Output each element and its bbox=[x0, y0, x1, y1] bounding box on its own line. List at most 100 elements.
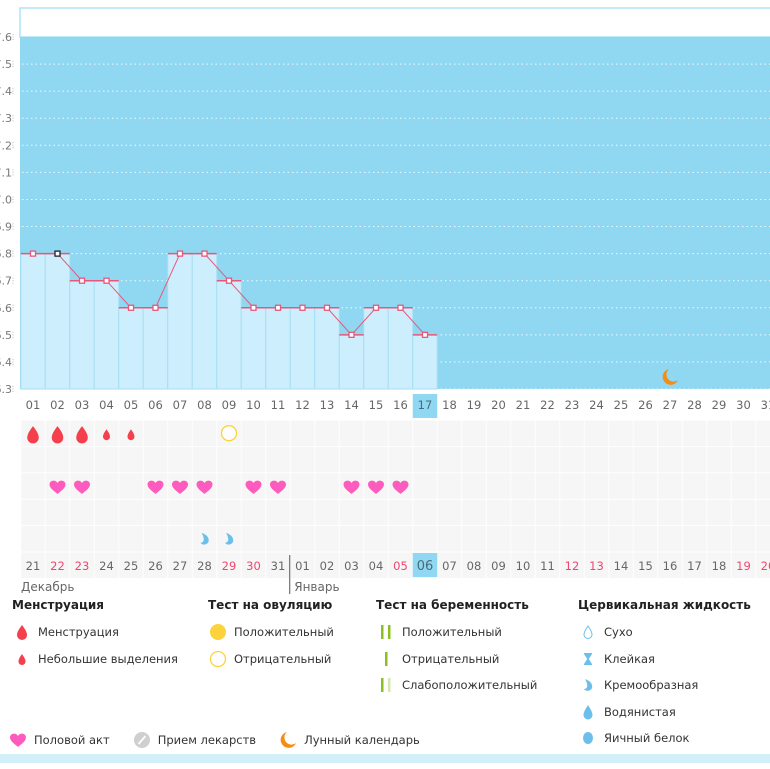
temperature-point bbox=[103, 277, 110, 284]
temperature-point bbox=[127, 304, 135, 311]
blood-drop-icon bbox=[17, 625, 27, 641]
temperature-bar bbox=[363, 307, 389, 390]
event-cell bbox=[511, 473, 535, 499]
event-cell bbox=[609, 420, 633, 446]
cycle-day-label: 27 bbox=[663, 398, 678, 412]
event-cell bbox=[682, 473, 707, 499]
calendar-date-label: 04 bbox=[369, 559, 384, 573]
creamy-icon bbox=[584, 679, 593, 692]
legend-heading: Цервикальная жидкость bbox=[578, 598, 751, 612]
event-cell bbox=[413, 526, 437, 552]
chart-header-area bbox=[19, 7, 770, 38]
event-cell bbox=[584, 420, 609, 446]
event-cell bbox=[682, 552, 707, 578]
pill-icon bbox=[133, 732, 150, 749]
event-cell bbox=[535, 446, 560, 473]
cycle-day-label: 06 bbox=[148, 398, 163, 412]
temperature-bar bbox=[69, 280, 95, 390]
calendar-date-label: 29 bbox=[222, 559, 237, 573]
event-cell bbox=[560, 526, 584, 552]
event-cell bbox=[143, 526, 168, 552]
cycle-day-label: 21 bbox=[516, 398, 531, 412]
cycle-day-label: 08 bbox=[197, 398, 212, 412]
legend-other: Половой акт Прием лекарств Лунный календ… bbox=[8, 727, 442, 754]
temperature-point bbox=[78, 277, 86, 284]
event-cell bbox=[707, 526, 731, 552]
calendar-date-label: 01 bbox=[295, 559, 310, 573]
event-cell bbox=[658, 473, 682, 499]
heart-icon bbox=[392, 480, 409, 494]
event-cell bbox=[241, 446, 266, 473]
event-cell bbox=[290, 499, 315, 526]
calendar-date-label: 05 bbox=[393, 559, 408, 573]
calendar-date-label: 03 bbox=[344, 559, 359, 573]
legend-heading: Тест на овуляцию bbox=[208, 598, 333, 612]
event-cell bbox=[192, 552, 217, 578]
legend-label: Лунный календарь bbox=[304, 733, 420, 748]
event-cell bbox=[413, 473, 437, 499]
temperature-point bbox=[421, 331, 429, 338]
cycle-day-label: 28 bbox=[687, 398, 702, 412]
legend-item: Водянистая bbox=[578, 699, 751, 726]
event-cell bbox=[609, 446, 633, 473]
selected-temperature-point bbox=[54, 250, 61, 257]
event-cell bbox=[339, 499, 364, 526]
cycle-day-label: 11 bbox=[271, 398, 286, 412]
temperature-point bbox=[201, 250, 208, 257]
legend-item: Лунный календарь bbox=[278, 727, 420, 754]
event-cell bbox=[70, 552, 94, 578]
temperature-bar bbox=[289, 307, 316, 390]
event-cell bbox=[119, 446, 143, 473]
event-cell bbox=[315, 420, 339, 446]
temperature-point bbox=[372, 304, 380, 311]
event-cell bbox=[462, 526, 486, 552]
event-cell bbox=[682, 526, 707, 552]
y-tick-label: 36.8 bbox=[0, 248, 12, 261]
cycle-day-label: 14 bbox=[344, 398, 359, 412]
event-cell bbox=[511, 499, 535, 526]
event-cell bbox=[94, 526, 119, 552]
event-cell bbox=[143, 446, 168, 473]
calendar-date-label: 06 bbox=[417, 559, 434, 574]
event-cell bbox=[682, 499, 707, 526]
cycle-day-label: 31 bbox=[761, 398, 770, 412]
event-cell bbox=[192, 420, 217, 446]
event-cell bbox=[658, 446, 682, 473]
event-cell bbox=[535, 526, 560, 552]
two-lines-icon bbox=[381, 625, 391, 640]
legend-item: Слабоположительный bbox=[376, 672, 537, 699]
month-label: Январь bbox=[294, 580, 339, 594]
event-cell bbox=[388, 446, 413, 473]
event-cell bbox=[633, 526, 658, 552]
moon-icon bbox=[280, 732, 297, 749]
y-tick-label: 36.7 bbox=[0, 275, 12, 288]
y-tick-label: 37.5 bbox=[0, 58, 12, 71]
y-tick-label: 36.5 bbox=[0, 329, 12, 342]
calendar-date-label: 30 bbox=[246, 559, 261, 573]
y-tick-label: 37.0 bbox=[0, 193, 12, 206]
event-cell bbox=[609, 552, 633, 578]
event-cell bbox=[756, 473, 770, 499]
cycle-day-label: 07 bbox=[173, 398, 188, 412]
event-cell bbox=[290, 446, 315, 473]
event-cell bbox=[707, 552, 731, 578]
temperature-point bbox=[152, 304, 159, 311]
temperature-point bbox=[274, 304, 282, 311]
event-cell bbox=[437, 552, 462, 578]
temperature-point bbox=[348, 331, 355, 338]
event-cell bbox=[266, 446, 290, 473]
calendar-date-label: 16 bbox=[663, 559, 678, 573]
event-cell bbox=[70, 499, 94, 526]
y-tick-label: 37.4 bbox=[0, 85, 12, 98]
event-cell bbox=[339, 526, 364, 552]
calendar-date-label: 17 bbox=[687, 559, 702, 573]
small-drop-icon bbox=[18, 653, 26, 665]
event-cell bbox=[315, 499, 339, 526]
temperature-bar bbox=[387, 307, 414, 390]
heart-icon bbox=[172, 480, 188, 494]
event-cell bbox=[119, 499, 143, 526]
event-cell bbox=[364, 552, 388, 578]
cycle-day-label: 03 bbox=[75, 398, 90, 412]
calendar-date-label: 28 bbox=[197, 559, 212, 573]
calendar-date-label: 20 bbox=[761, 559, 770, 573]
